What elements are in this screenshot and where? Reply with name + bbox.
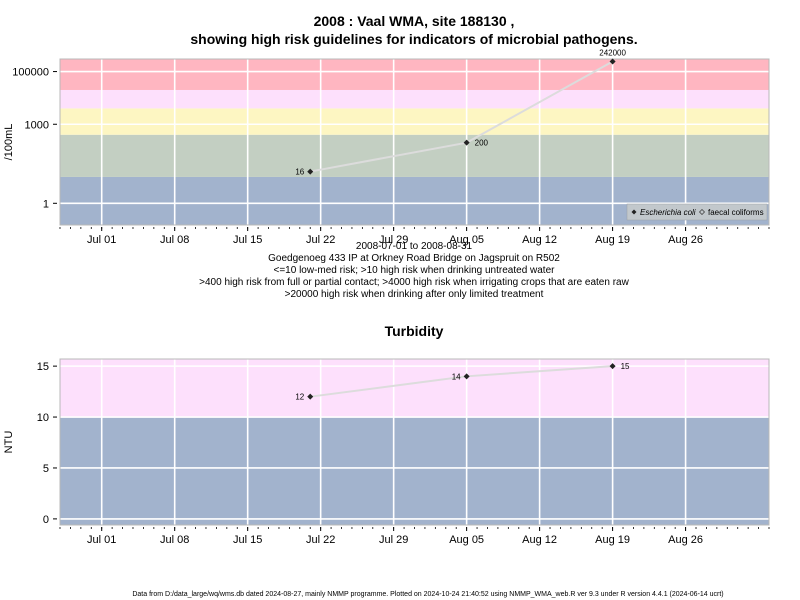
note-site-description: Goedgenoeg 433 IP at Orkney Road Bridge …: [268, 253, 560, 264]
micro-y-tick-label: 1: [43, 198, 49, 210]
note-risk-guideline-1: <=10 low-med risk; >10 high risk when dr…: [274, 265, 556, 276]
footer-note: Data from D:/data_large/wq/wms.db dated …: [132, 591, 723, 598]
micro-risk-band: [60, 89, 769, 109]
micro-data-point: [609, 58, 616, 65]
turb-y-tick-label: 5: [43, 463, 49, 475]
note-risk-guideline-2: >400 high risk from full or partial cont…: [199, 277, 629, 288]
turb-y-tick-label: 10: [37, 412, 49, 424]
micro-x-tick-label: Jul 22: [306, 234, 335, 246]
legend: Escherichia coli faecal coliforms: [626, 203, 768, 221]
micro-x-tick-label: Jul 15: [233, 234, 262, 246]
turbidity-title: Turbidity: [385, 323, 444, 339]
legend-label-ecoli: Escherichia coli: [640, 208, 696, 217]
legend-box: [626, 203, 768, 221]
chart-notes: 2008-07-01 to 2008-08-31 Goedgenoeg 433 …: [199, 241, 629, 300]
micro-y-axis-label: /100mL: [3, 124, 15, 161]
micro-risk-band: [60, 108, 769, 135]
turb-x-tick-label: Jul 15: [233, 534, 262, 546]
micro-data-label: 200: [475, 139, 489, 148]
turb-risk-band: [60, 359, 769, 418]
chart-title-line-2: showing high risk guidelines for indicat…: [190, 31, 637, 47]
legend-label-faecal: faecal coliforms: [708, 208, 764, 217]
turb-x-tick-label: Jul 08: [160, 534, 189, 546]
micro-x-tick-label: Aug 05: [449, 234, 484, 246]
micro-y-tick-label: 1000: [25, 119, 49, 131]
turbidity-panel: Jul 01 Jul 08 Jul 15 Jul 22 Jul 29 Aug 05 Aug …: [3, 358, 770, 546]
turb-plot-border: [59, 358, 770, 526]
micro-data-label: 16: [295, 168, 304, 177]
turb-y-tick-label: 0: [43, 514, 49, 526]
turb-x-tick-label: Aug 05: [449, 534, 484, 546]
turb-data-label: 12: [295, 393, 304, 402]
legend-marker-faecal: [699, 209, 705, 215]
turb-data-point: [609, 363, 616, 370]
legend-marker-ecoli: [631, 209, 637, 215]
micro-plot-border: [59, 58, 770, 226]
turb-x-tick-label: Jul 29: [379, 534, 408, 546]
micro-x-tick-label: Jul 29: [379, 234, 408, 246]
turb-data-point: [307, 393, 314, 400]
micro-x-tick-label: Aug 19: [595, 234, 630, 246]
turb-x-tick-label: Aug 19: [595, 534, 630, 546]
micro-x-tick-label: Jul 08: [160, 234, 189, 246]
turb-y-tick-label: 15: [37, 361, 49, 373]
turb-data-label: 14: [452, 372, 461, 381]
turb-x-tick-label: Jul 22: [306, 534, 335, 546]
turb-data-label: 15: [621, 362, 630, 371]
micro-y-tick-label: 100000: [12, 67, 49, 79]
turb-y-axis-label: NTU: [3, 431, 15, 454]
turb-x-tick-label: Jul 01: [87, 534, 116, 546]
micro-risk-band: [60, 134, 769, 177]
micro-data-point: [463, 139, 470, 146]
turb-x-tick-label: Aug 12: [522, 534, 557, 546]
turb-data-point: [463, 373, 470, 380]
turb-risk-band: [60, 417, 769, 525]
micro-x-tick-label: Jul 01: [87, 234, 116, 246]
micro-data-point: [307, 168, 314, 175]
chart-title-line-1: 2008 : Vaal WMA, site 188130 ,: [314, 13, 515, 29]
note-risk-guideline-3: >20000 high risk when drinking after onl…: [285, 289, 544, 300]
micro-data-label: 242000: [599, 48, 626, 57]
microbial-panel: Jul 01 Jul 08 Jul 15 Jul 22 Jul 29 Aug 05 Aug …: [3, 48, 770, 246]
micro-risk-band: [60, 59, 769, 90]
turb-x-tick-label: Aug 26: [668, 534, 703, 546]
micro-x-tick-label: Aug 26: [668, 234, 703, 246]
note-date-range: 2008-07-01 to 2008-08-31: [356, 241, 473, 252]
micro-x-tick-label: Aug 12: [522, 234, 557, 246]
